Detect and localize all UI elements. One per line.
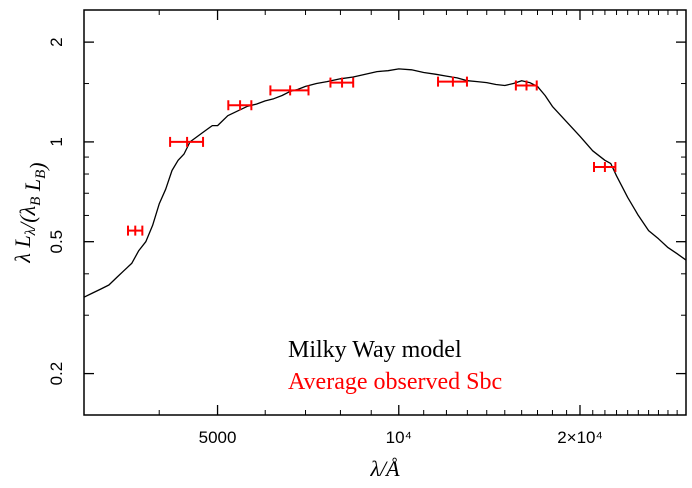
y-tick-label: 2 bbox=[47, 37, 66, 46]
observed-series bbox=[127, 76, 617, 236]
x-tick-label: 5000 bbox=[199, 428, 237, 447]
model-line bbox=[84, 68, 686, 298]
model-series bbox=[84, 68, 686, 298]
y-axis-title: λ Lλ/(λB LB) bbox=[10, 162, 50, 263]
legend-label-model: Milky Way model bbox=[288, 337, 462, 363]
y-tick-label: 0.5 bbox=[47, 230, 66, 254]
observed-point bbox=[437, 76, 468, 87]
x-tick-label: 10⁴ bbox=[386, 428, 412, 447]
legend-label-observed: Average observed Sbc bbox=[288, 369, 502, 395]
x-tick-label: 2×10⁴ bbox=[557, 428, 603, 447]
plot-frame bbox=[83, 9, 687, 416]
observed-point bbox=[169, 136, 205, 147]
axis-ticks: 5000 10⁴ 2×10⁴ 0.2 0.5 1 2 bbox=[47, 10, 687, 447]
y-tick-label: 1 bbox=[47, 137, 66, 146]
observed-point bbox=[227, 100, 253, 111]
y-tick-label: 0.2 bbox=[47, 362, 66, 386]
observed-point bbox=[127, 225, 144, 236]
observed-point bbox=[592, 162, 617, 173]
observed-point bbox=[269, 85, 310, 96]
observed-point bbox=[514, 80, 538, 91]
x-axis-title: λ/Å bbox=[369, 456, 400, 481]
observed-point bbox=[329, 77, 355, 88]
